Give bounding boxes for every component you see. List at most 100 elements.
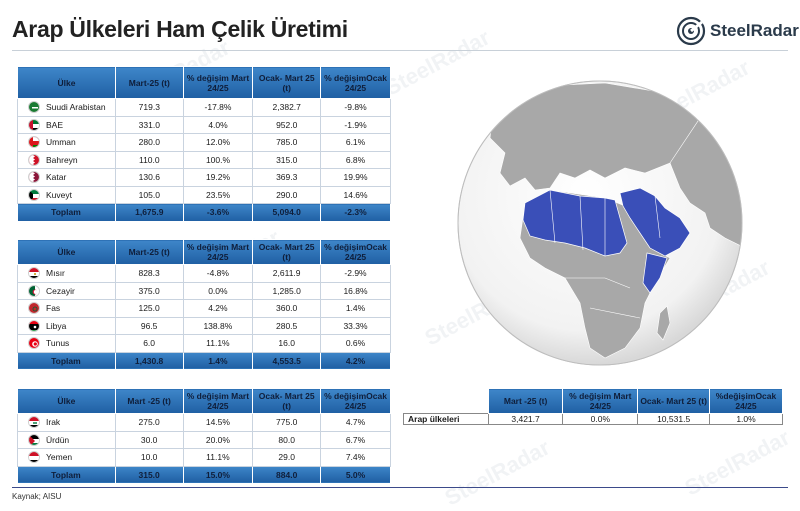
country-cell: Cezayir: [17, 281, 116, 300]
iraq-flag-icon: [28, 416, 40, 429]
country-name: Kuveyt: [46, 189, 72, 200]
change-value: 19.2%: [182, 168, 254, 187]
total-change: 1.4%: [182, 351, 254, 370]
table-row: Cezayir 375.0 0.0% 1,285.0 16.8%: [17, 281, 391, 300]
country-name: Libya: [46, 320, 67, 331]
watermark: SteelRadar: [680, 424, 794, 501]
mart-value: 110.0: [114, 150, 184, 169]
header-change-ocak: % değişimOcak 24/25: [320, 388, 391, 414]
morocco-flag-icon: [28, 302, 40, 315]
country-name: Cezayir: [46, 285, 75, 296]
change-value: 23.5%: [182, 185, 254, 204]
mart-value: 275.0: [114, 413, 184, 432]
ocak-value: 1,285.0: [252, 281, 322, 300]
ocak-value: 360.0: [252, 299, 322, 318]
total-label: Toplam: [17, 203, 116, 222]
ocak-value: 315.0: [252, 150, 322, 169]
table-row: Libya 96.5 138.8% 280.5 33.3%: [17, 316, 391, 335]
header-country: Ülke: [17, 388, 116, 414]
country-cell: Suudi Arabistan: [17, 98, 116, 117]
change-value: 0.0%: [182, 281, 254, 300]
table-row: Tunus 6.0 11.1% 16.0 0.6%: [17, 334, 391, 353]
summary-row: Arap ülkeleri 3,421.7 0.0% 10,531.5 1.0%: [403, 413, 783, 425]
globe-outline: [457, 80, 743, 366]
country-name: Umman: [46, 137, 76, 148]
total-row: Toplam 1,430.8 1.4% 4,553.5 4.2%: [17, 351, 391, 370]
ocak-value: 369.3: [252, 168, 322, 187]
summary-mart: 3,421.7: [487, 413, 564, 425]
total-ocak: 5,094.0: [252, 203, 322, 222]
source-note: Kaynak; AISU: [12, 492, 62, 501]
change-value: 14.5%: [182, 413, 254, 432]
change-value: 12.0%: [182, 133, 254, 152]
summary-country: Arap ülkeleri: [403, 413, 489, 425]
saudi-flag-icon: [28, 101, 40, 114]
header-change-ocak: % değişimOcak 24/25: [320, 239, 391, 265]
header-country: Ülke: [17, 66, 116, 99]
header-ocak: Ocak- Mart 25 (t): [252, 66, 322, 99]
change-value: 4.2%: [182, 299, 254, 318]
table-row: Umman 280.0 12.0% 785.0 6.1%: [17, 133, 391, 152]
country-name: Suudi Arabistan: [46, 102, 106, 113]
tunisia-flag-icon: [28, 337, 40, 350]
change-ocak-value: 6.7%: [320, 430, 391, 449]
header-ocak: Ocak- Mart 25 (t): [252, 388, 322, 414]
egypt-flag-icon: [28, 267, 40, 280]
country-cell: BAE: [17, 115, 116, 134]
mart-value: 375.0: [114, 281, 184, 300]
ocak-value: 2,382.7: [252, 98, 322, 117]
arab-countries-summary-table: Mart -25 (t) % değişim Mart 24/25 Ocak- …: [403, 388, 783, 425]
country-cell: Tunus: [17, 334, 116, 353]
summary-ocak: 10,531.5: [637, 413, 711, 425]
header-change: % değişim Mart 24/25: [182, 66, 254, 99]
mart-value: 30.0: [114, 430, 184, 449]
mart-value: 6.0: [114, 334, 184, 353]
ocak-value: 80.0: [252, 430, 322, 449]
mart-value: 828.3: [114, 264, 184, 283]
change-ocak-value: 4.7%: [320, 413, 391, 432]
table-row: Fas 125.0 4.2% 360.0 1.4%: [17, 299, 391, 318]
ocak-value: 29.0: [252, 448, 322, 467]
libya-flag-icon: [28, 319, 40, 332]
country-name: Katar: [46, 172, 67, 183]
summary-header-blank: [403, 388, 489, 414]
total-change-ocak: 4.2%: [320, 351, 391, 370]
table-row: Ürdün 30.0 20.0% 80.0 6.7%: [17, 430, 391, 449]
footer-divider: [12, 487, 788, 488]
change-ocak-value: 33.3%: [320, 316, 391, 335]
change-value: 20.0%: [182, 430, 254, 449]
summary-header-mart: Mart -25 (t): [487, 388, 564, 414]
total-change: 15.0%: [182, 465, 254, 484]
change-value: 138.8%: [182, 316, 254, 335]
brand-logo: SteelRadar: [676, 14, 799, 48]
header-mart: Mart-25 (t): [114, 239, 184, 265]
mart-value: 719.3: [114, 98, 184, 117]
total-row: Toplam 1,675.9 -3.6% 5,094.0 -2.3%: [17, 203, 391, 222]
table-row: Suudi Arabistan 719.3 -17.8% 2,382.7 -9.8%: [17, 98, 391, 117]
watermark: SteelRadar: [440, 434, 554, 511]
ocak-value: 952.0: [252, 115, 322, 134]
change-value: 11.1%: [182, 448, 254, 467]
summary-header-change: % değişim Mart 24/25: [562, 388, 639, 414]
total-row: Toplam 315.0 15.0% 884.0 5.0%: [17, 465, 391, 484]
total-change-ocak: 5.0%: [320, 465, 391, 484]
total-label: Toplam: [17, 465, 116, 484]
change-ocak-value: 1.4%: [320, 299, 391, 318]
gulf-production-table: Ülke Mart-25 (t) % değişim Mart 24/25 Oc…: [17, 66, 391, 222]
brand-name: SteelRadar: [710, 21, 799, 40]
steelradar-logo-icon: [676, 16, 706, 46]
table-row: Yemen 10.0 11.1% 29.0 7.4%: [17, 448, 391, 467]
ocak-value: 290.0: [252, 185, 322, 204]
country-cell: Fas: [17, 299, 116, 318]
table-row: Irak 275.0 14.5% 775.0 4.7%: [17, 413, 391, 432]
table-row: Mısır 828.3 -4.8% 2,611.9 -2.9%: [17, 264, 391, 283]
country-name: Bahreyn: [46, 154, 78, 165]
header-divider: [12, 50, 788, 51]
header-country: Ülke: [17, 239, 116, 265]
mart-value: 10.0: [114, 448, 184, 467]
qatar-flag-icon: [28, 171, 40, 184]
mart-value: 96.5: [114, 316, 184, 335]
country-name: Fas: [46, 303, 61, 314]
table-row: Kuveyt 105.0 23.5% 290.0 14.6%: [17, 185, 391, 204]
header-mart: Mart -25 (t): [114, 388, 184, 414]
